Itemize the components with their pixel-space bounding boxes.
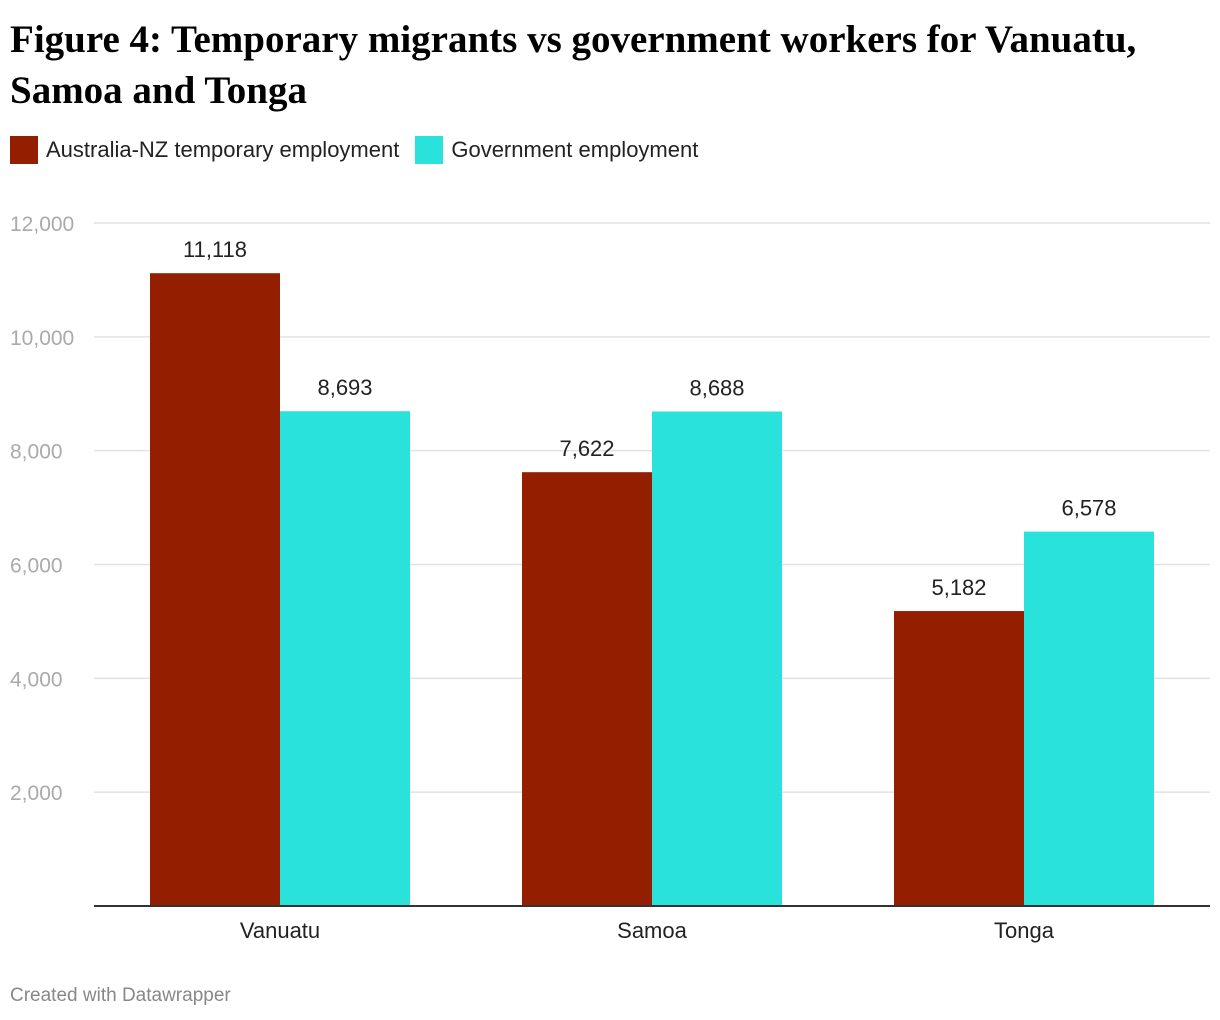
legend-item-government-employment: Government employment [415,136,698,164]
credit-text: Created with Datawrapper [10,985,231,1006]
legend-swatch-temporary-employment [10,136,38,164]
value-label: 8,688 [689,376,744,401]
y-tick-label: 12,000 [10,213,74,236]
bar-vanuatu-series-1 [280,411,410,906]
bar-samoa-series-0 [522,472,652,906]
chart-legend: Australia-NZ temporary employment Govern… [10,135,714,165]
y-tick-label: 6,000 [10,555,63,578]
legend-swatch-government-employment [415,136,444,164]
value-label: 11,118 [183,237,247,262]
bar-chart: 2,000 4,000 6,000 8,000 10,000 12,000 11,118 8… [10,213,1210,943]
y-axis-ticks: 2,000 4,000 6,000 8,000 10,000 12,000 [10,213,74,805]
chart-title: Figure 4: Temporary migrants vs governme… [10,18,1137,112]
bar-tonga-series-0 [894,611,1024,906]
category-label-vanuatu: Vanuatu [240,918,320,943]
legend-label-temporary-employment: Australia-NZ temporary employment [46,137,400,162]
y-tick-label: 4,000 [10,668,63,691]
bar-tonga-series-1 [1024,531,1154,906]
value-label: 7,622 [559,436,614,461]
bar-vanuatu-series-0 [150,273,280,906]
value-label: 5,182 [931,575,986,600]
y-tick-label: 8,000 [10,441,63,464]
legend-label-government-employment: Government employment [451,137,699,162]
bar-samoa-series-1 [652,411,782,906]
category-label-tonga: Tonga [994,918,1055,943]
y-tick-label: 2,000 [10,782,63,805]
y-tick-label: 10,000 [10,327,74,350]
category-label-samoa: Samoa [617,918,687,943]
x-axis-categories: Vanuatu Samoa Tonga [240,918,1055,943]
bars [150,273,1154,906]
legend-item-temporary-employment: Australia-NZ temporary employment [10,136,399,164]
value-labels: 11,118 8,693 7,622 8,688 5,182 6,578 [183,237,1117,600]
value-label: 6,578 [1061,496,1116,521]
value-label: 8,693 [317,375,372,400]
